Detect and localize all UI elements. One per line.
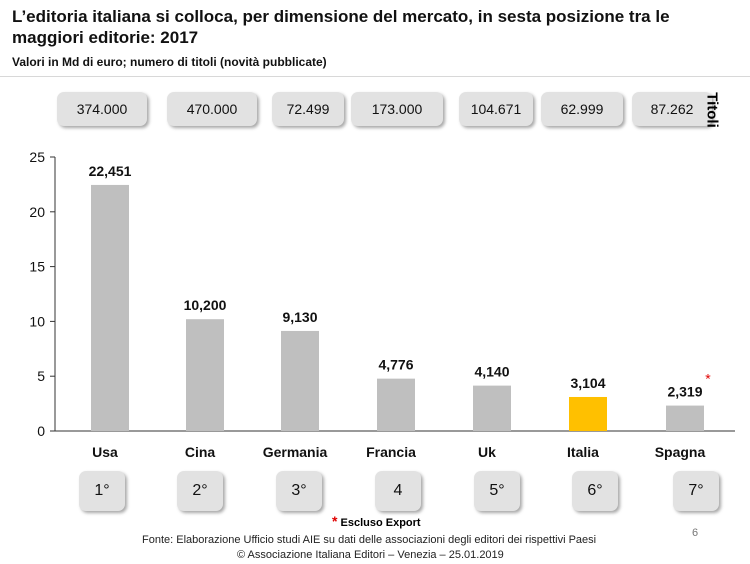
data-label: 4,776 — [378, 357, 413, 373]
y-tick-label: 20 — [29, 204, 45, 220]
y-tick-label: 5 — [37, 368, 45, 384]
rank-box: 7° — [673, 471, 719, 511]
titoli-value: 104.671 — [470, 101, 522, 117]
bar-uk — [473, 385, 511, 431]
source-note: Fonte: Elaborazione Ufficio studi AIE su… — [142, 534, 597, 546]
rank-box: 3° — [276, 471, 322, 511]
bar-francia — [377, 378, 415, 431]
x-tick-label: Spagna — [655, 444, 706, 460]
rank-box: 1° — [79, 471, 125, 511]
rank-box: 6° — [572, 471, 618, 511]
bar-spagna — [666, 405, 704, 431]
x-tick-label: Italia — [567, 444, 599, 460]
y-tick-label: 15 — [29, 259, 45, 275]
rank-box: 5° — [474, 471, 520, 511]
footnote-asterisk: * — [332, 513, 338, 529]
y-tick-label: 25 — [29, 149, 45, 165]
data-label: 22,451 — [89, 163, 132, 179]
titoli-value: 87.262 — [650, 101, 694, 117]
rank-label: 1° — [94, 482, 110, 499]
titoli-box: 173.000 — [351, 92, 443, 126]
titoli-box: 470.000 — [167, 92, 257, 126]
titoli-value: 470.000 — [186, 101, 238, 117]
page-number: 6 — [692, 527, 699, 539]
rank-label: 2° — [192, 482, 208, 499]
copyright-note: © Associazione Italiana Editori – Venezi… — [237, 549, 504, 561]
bar-germania — [281, 330, 319, 431]
chart-subtitle: Valori in Md di euro; numero di titoli (… — [12, 55, 327, 69]
data-label: 3,104 — [570, 375, 605, 391]
y-tick-label: 10 — [29, 313, 45, 329]
titoli-value: 173.000 — [371, 101, 423, 117]
x-tick-label: Germania — [263, 444, 328, 460]
data-label: 2,319 — [667, 384, 702, 400]
rank-box: 2° — [177, 471, 223, 511]
rank-label: 4 — [393, 482, 403, 499]
titoli-box: 72.499 — [272, 92, 344, 126]
rank-label: 7° — [688, 482, 704, 499]
header-divider — [0, 76, 750, 77]
titoli-box: 374.000 — [57, 92, 147, 126]
titoli-box: 87.262 — [632, 92, 712, 126]
titoli-box: 104.671 — [459, 92, 533, 126]
asterisk-marker: * — [705, 371, 711, 387]
titoli-value: 62.999 — [560, 101, 604, 117]
titoli-value: 374.000 — [76, 101, 128, 117]
y-tick-label: 0 — [37, 423, 45, 439]
footnote-text: Escluso Export — [340, 517, 421, 529]
rank-box: 4 — [375, 471, 421, 511]
x-tick-label: Francia — [366, 444, 416, 460]
data-label: 10,200 — [184, 297, 227, 313]
bar-usa — [91, 184, 129, 431]
bar-italia — [569, 396, 607, 431]
titoli-value: 72.499 — [286, 101, 330, 117]
x-tick-label: Uk — [478, 444, 496, 460]
footnote: * Escluso Export — [332, 513, 421, 529]
x-tick-label: Usa — [92, 444, 118, 460]
bar-cina — [186, 319, 224, 431]
x-tick-label: Cina — [185, 444, 216, 460]
rank-label: 3° — [291, 482, 307, 499]
data-label: 4,140 — [474, 364, 509, 380]
chart-title: L’editoria italiana si colloca, per dime… — [12, 7, 670, 47]
rank-label: 5° — [489, 482, 505, 499]
rank-label: 6° — [587, 482, 603, 499]
data-label: 9,130 — [282, 309, 317, 325]
titoli-box: 62.999 — [541, 92, 623, 126]
